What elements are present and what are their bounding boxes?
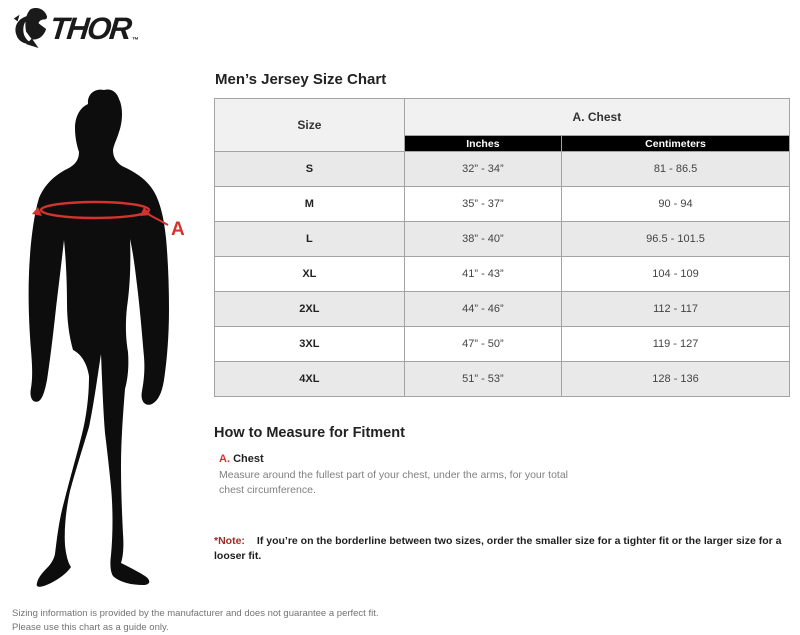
footer-disclaimer: Sizing information is provided by the ma… [12, 607, 379, 635]
sizing-note: *Note: If you’re on the borderline betwee… [214, 534, 790, 563]
column-header-centimeters: Centimeters [561, 135, 790, 152]
measure-item-letter: A. [219, 453, 230, 465]
centimeters-cell: 112 - 117 [561, 291, 790, 327]
table-row: 4XL 51” - 53” 128 - 136 [214, 361, 790, 397]
inches-cell: 47” - 50” [403, 326, 563, 362]
brand-logo: THOR ™ [10, 6, 139, 50]
size-chart-title: Men’s Jersey Size Chart [215, 71, 387, 88]
how-to-measure-section: How to Measure for Fitment A. Chest Meas… [214, 425, 790, 498]
table-row: L 38” - 40” 96.5 - 101.5 [214, 221, 790, 257]
inches-cell: 38” - 40” [403, 221, 563, 257]
inches-cell: 32” - 34” [403, 151, 563, 187]
chest-marker-label: A [171, 219, 185, 240]
size-cell: L [214, 221, 405, 257]
centimeters-cell: 128 - 136 [561, 361, 790, 397]
table-row: S 32” - 34” 81 - 86.5 [214, 151, 790, 187]
centimeters-cell: 90 - 94 [561, 186, 790, 222]
brand-wordmark: THOR [48, 10, 132, 46]
table-row: M 35” - 37” 90 - 94 [214, 186, 790, 222]
column-header-inches: Inches [403, 135, 563, 152]
how-to-measure-title: How to Measure for Fitment [214, 425, 405, 441]
footer-line-2: Please use this chart as a guide only. [12, 621, 169, 633]
centimeters-cell: 96.5 - 101.5 [561, 221, 790, 257]
size-chart-table: Size A. Chest Inches Centimeters S 32” -… [214, 98, 791, 397]
inches-cell: 44” - 46” [403, 291, 563, 327]
measure-item-heading: A. Chest [219, 452, 790, 467]
male-silhouette-icon: A [28, 89, 185, 587]
table-row: XL 41” - 43” 104 - 109 [214, 256, 790, 292]
brand-trademark: ™ [131, 37, 139, 44]
measure-item-label: Chest [233, 453, 264, 465]
measure-item-description: Measure around the fullest part of your … [219, 469, 569, 496]
note-prefix: *Note: [214, 534, 245, 547]
centimeters-cell: 104 - 109 [561, 256, 790, 292]
size-table-body: S 32” - 34” 81 - 86.5 M 35” - 37” 90 - 9… [214, 151, 790, 397]
centimeters-cell: 81 - 86.5 [561, 151, 790, 187]
table-row: 2XL 44” - 46” 112 - 117 [214, 291, 790, 327]
size-cell: XL [214, 256, 405, 292]
thor-ram-head-icon [13, 8, 48, 48]
size-chart-section: Men’s Jersey Size Chart Size A. Chest In… [214, 71, 791, 563]
inches-cell: 51” - 53” [403, 361, 563, 397]
table-row: 3XL 47” - 50” 119 - 127 [214, 326, 790, 362]
size-cell: 2XL [214, 291, 405, 327]
column-header-size: Size [214, 98, 405, 152]
column-header-chest: A. Chest [403, 98, 791, 136]
inches-cell: 35” - 37” [403, 186, 563, 222]
chest-measurement-line: A [32, 200, 185, 240]
size-cell: 3XL [214, 326, 405, 362]
male-silhouette-figure: A [8, 88, 192, 588]
note-text: If you’re on the borderline between two … [214, 534, 782, 562]
inches-cell: 41” - 43” [403, 256, 563, 292]
measure-item-chest: A. Chest Measure around the fullest part… [214, 452, 790, 498]
size-cell: M [214, 186, 405, 222]
footer-line-1: Sizing information is provided by the ma… [12, 608, 379, 619]
centimeters-cell: 119 - 127 [561, 326, 790, 362]
size-cell: S [214, 151, 405, 187]
size-cell: 4XL [214, 361, 405, 397]
